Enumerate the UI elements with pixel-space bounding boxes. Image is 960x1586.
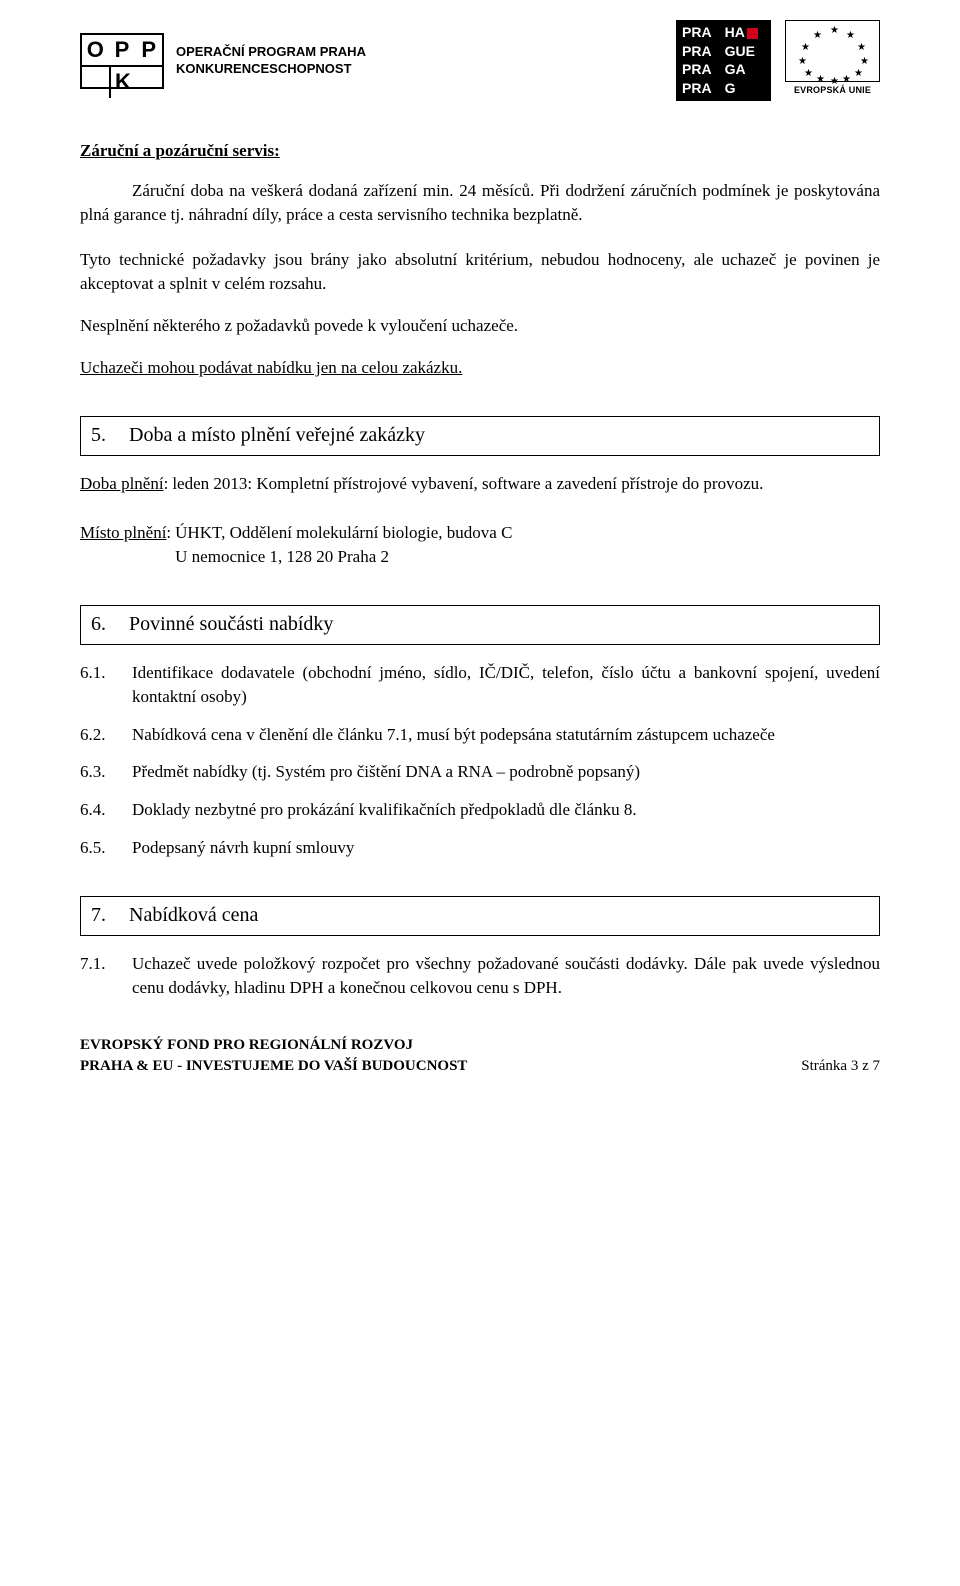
section-7-list: 7.1. Uchazeč uvede položkový rozpočet pr… [80,952,880,1000]
oppk-icon: O P P K [80,33,164,89]
item-num: 6.4. [80,798,132,822]
oppk-cell: P [135,35,162,66]
footer-line2: PRAHA & EU - INVESTUJEME DO VAŠÍ BUDOUCN… [80,1056,467,1077]
section-7-num: 7. [91,901,129,929]
list-item: 6.5. Podepsaný návrh kupní smlouvy [80,836,880,860]
list-item: 6.3. Předmět nabídky (tj. Systém pro čiš… [80,760,880,784]
praha-cell: PRA [682,80,719,98]
header-logos: O P P K OPERAČNÍ PROGRAM PRAHA KONKURENC… [80,20,880,121]
praha-icon: PRA HA PRA GUE PRA GA PRA G [676,20,771,101]
oppk-cell: K [109,65,136,98]
red-square-icon [747,28,758,39]
section-6-num: 6. [91,610,129,638]
praha-cell: PRA [682,43,719,61]
logo-oppk: O P P K OPERAČNÍ PROGRAM PRAHA KONKURENC… [80,33,366,89]
praha-cell: GA [725,61,765,79]
oppk-cell: P [109,35,136,66]
warranty-p4: Uchazeči mohou podávat nabídku jen na ce… [80,356,880,380]
logo-right: PRA HA PRA GUE PRA GA PRA G ★ ★ ★ ★ ★ ★ … [676,20,880,101]
item-text: Předmět nabídky (tj. Systém pro čištění … [132,760,880,784]
list-item: 7.1. Uchazeč uvede položkový rozpočet pr… [80,952,880,1000]
oppk-text: OPERAČNÍ PROGRAM PRAHA KONKURENCESCHOPNO… [176,44,366,78]
footer-left: EVROPSKÝ FOND PRO REGIONÁLNÍ ROZVOJ PRAH… [80,1035,467,1077]
footer-line1: EVROPSKÝ FOND PRO REGIONÁLNÍ ROZVOJ [80,1035,467,1056]
praha-cell: GUE [725,43,765,61]
doba-label: Doba plnění [80,472,164,496]
section-6-list: 6.1. Identifikace dodavatele (obchodní j… [80,661,880,860]
oppk-cell [82,65,109,98]
warranty-p2: Tyto technické požadavky jsou brány jako… [80,248,880,296]
list-item: 6.4. Doklady nezbytné pro prokázání kval… [80,798,880,822]
item-num: 7.1. [80,952,132,1000]
praha-cell: G [725,80,765,98]
item-text: Doklady nezbytné pro prokázání kvalifika… [132,798,880,822]
eu-logo: ★ ★ ★ ★ ★ ★ ★ ★ ★ ★ ★ ★ EVROPSKÁ UNIE [785,20,880,97]
item-num: 6.5. [80,836,132,860]
section-5-num: 5. [91,421,129,449]
list-item: 6.1. Identifikace dodavatele (obchodní j… [80,661,880,709]
page-footer: EVROPSKÝ FOND PRO REGIONÁLNÍ ROZVOJ PRAH… [80,1035,880,1077]
doba-value: leden 2013: Kompletní přístrojové vybave… [172,472,880,496]
page: O P P K OPERAČNÍ PROGRAM PRAHA KONKURENC… [0,0,960,1107]
oppk-cell [135,65,162,98]
item-text: Uchazeč uvede položkový rozpočet pro vše… [132,952,880,1000]
section-5-title: Doba a místo plnění veřejné zakázky [129,424,425,446]
doba-plneni-row: Doba plnění: leden 2013: Kompletní příst… [80,472,880,496]
section-7-heading: 7.Nabídková cena [80,896,880,936]
warranty-p3: Nesplnění některého z požadavků povede k… [80,314,880,338]
warranty-p1: Záruční doba na veškerá dodaná zařízení … [80,179,880,227]
item-num: 6.3. [80,760,132,784]
section-7-title: Nabídková cena [129,904,258,926]
misto-plneni-row: Místo plnění: ÚHKT, Oddělení molekulární… [80,521,880,569]
praha-cell: PRA [682,61,719,79]
oppk-line2: KONKURENCESCHOPNOST [176,61,366,78]
item-text: Podepsaný návrh kupní smlouvy [132,836,880,860]
section-6-heading: 6.Povinné součásti nabídky [80,605,880,645]
misto-label: Místo plnění [80,521,166,569]
item-text: Identifikace dodavatele (obchodní jméno,… [132,661,880,709]
eu-flag-icon: ★ ★ ★ ★ ★ ★ ★ ★ ★ ★ ★ ★ [785,20,880,82]
misto-value: ÚHKT, Oddělení molekulární biologie, bud… [175,521,880,569]
item-num: 6.1. [80,661,132,709]
praha-cell: PRA [682,24,719,42]
list-item: 6.2. Nabídková cena v členění dle článku… [80,723,880,747]
footer-page: Stránka 3 z 7 [801,1056,880,1077]
section-6-title: Povinné součásti nabídky [129,613,333,635]
item-text: Nabídková cena v členění dle článku 7.1,… [132,723,880,747]
oppk-line1: OPERAČNÍ PROGRAM PRAHA [176,44,366,61]
praha-cell: HA [725,24,765,42]
section-5-heading: 5.Doba a místo plnění veřejné zakázky [80,416,880,456]
item-num: 6.2. [80,723,132,747]
warranty-title: Záruční a pozáruční servis: [80,139,880,163]
oppk-cell: O [82,35,109,66]
